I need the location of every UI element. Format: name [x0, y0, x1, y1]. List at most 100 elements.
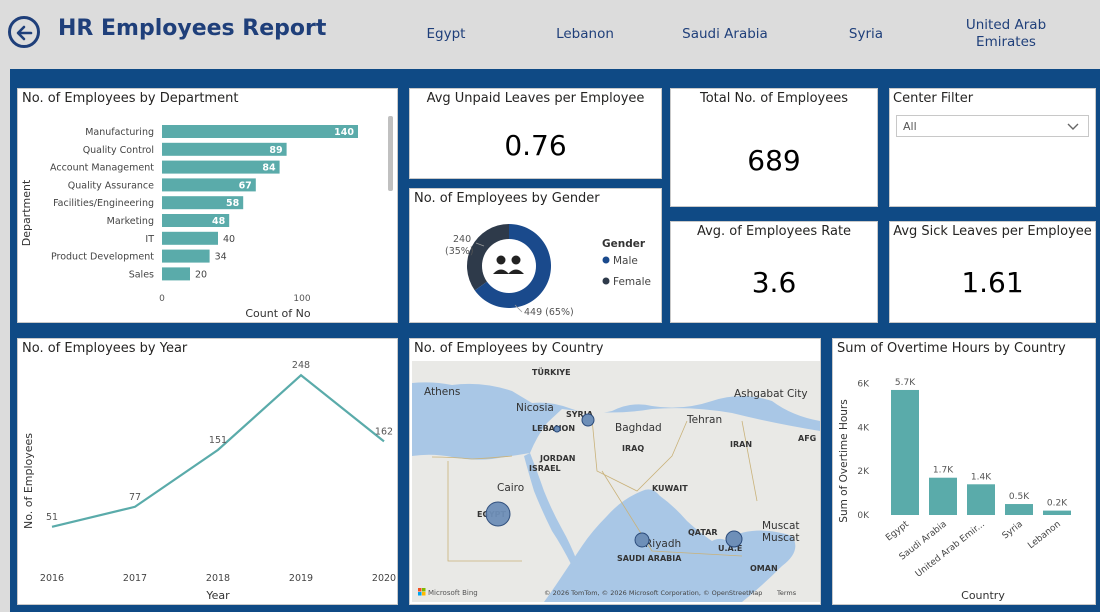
overtime-bar[interactable] — [929, 477, 957, 515]
back-button[interactable] — [8, 16, 40, 48]
dept-bar[interactable] — [162, 142, 287, 156]
syria-bubble[interactable] — [581, 413, 595, 427]
overtime-value-label: 5.7K — [895, 378, 916, 388]
bing-logo: Microsoft Bing — [418, 588, 478, 597]
overtime-category-label: Lebanon — [1026, 519, 1063, 551]
uae-bubble[interactable] — [725, 530, 743, 548]
map-place-label: Athens — [424, 386, 460, 398]
year-series-line[interactable] — [51, 373, 385, 528]
dept-bar[interactable] — [162, 231, 218, 245]
dept-bar[interactable] — [162, 267, 190, 281]
gender-legend-title: Gender — [602, 238, 646, 250]
dept-category-label: Product Development — [51, 252, 154, 263]
map-place-label: KUWAIT — [652, 484, 688, 493]
map-place-label: QATAR — [688, 528, 718, 537]
employees-rate-card: Avg. of Employees Rate 3.6 — [670, 221, 878, 323]
egypt-bubble[interactable] — [485, 501, 511, 527]
year-tick-label: 2020 — [372, 573, 396, 584]
year-value-label: 77 — [129, 492, 141, 503]
legend-label-female[interactable]: Female — [613, 276, 651, 288]
page-title: HR Employees Report — [58, 16, 327, 41]
dept-value-label: 58 — [226, 198, 240, 209]
female-pct-label: (35%) — [445, 246, 474, 257]
year-tick-label: 2019 — [289, 573, 313, 584]
dept-value-label: 67 — [239, 180, 252, 191]
department-axis-label: Department — [20, 179, 33, 246]
overtime-category-label: United Arab Emir... — [914, 519, 987, 579]
dept-bar[interactable] — [162, 249, 210, 263]
year-tick-label: 2016 — [40, 573, 64, 584]
sick-leaves-title: Avg Sick Leaves per Employee — [893, 224, 1092, 239]
year-chart-title: No. of Employees by Year — [18, 339, 397, 359]
nav-uae[interactable]: United Arab Emirates — [965, 17, 1047, 50]
nav-lebanon[interactable]: Lebanon — [556, 26, 614, 42]
overtime-bar-chart: Sum of Overtime Hours Country 0K 2K 4K 6K 5.… — [838, 378, 1071, 602]
map-place-label: IRAN — [730, 440, 752, 449]
department-scrollbar[interactable] — [388, 116, 393, 191]
overtime-value-label: 1.4K — [971, 472, 992, 482]
employees-rate-title: Avg. of Employees Rate — [696, 224, 852, 239]
dept-tick-0: 0 — [159, 294, 165, 304]
dept-tick-100: 100 — [293, 294, 310, 304]
nav-saudi-arabia[interactable]: Saudi Arabia — [682, 26, 768, 42]
legend-label-male[interactable]: Male — [613, 255, 638, 267]
map-terms-link[interactable]: Terms — [776, 589, 797, 597]
overtime-bar[interactable] — [967, 484, 995, 515]
gender-chart-title: No. of Employees by Gender — [410, 189, 661, 209]
dept-category-label: Sales — [129, 269, 154, 280]
overtime-bar[interactable] — [1005, 504, 1033, 515]
center-filter-dropdown[interactable]: All — [896, 115, 1089, 137]
sick-leaves-card: Avg Sick Leaves per Employee 1.61 — [889, 221, 1096, 323]
year-value-label: 248 — [292, 361, 310, 371]
year-tick-label: 2018 — [206, 573, 230, 584]
overtime-category-label: Egypt — [884, 519, 911, 543]
map-place-label: Riyadh — [645, 538, 681, 550]
map-place-label: ISRAEL — [529, 464, 561, 473]
year-tick-label: 2017 — [123, 573, 147, 584]
map-place-label: SYRIA — [566, 410, 594, 419]
map-place-label: Cairo — [497, 482, 524, 494]
year-value-label: 151 — [209, 435, 227, 446]
map-place-label: OMAN — [750, 564, 778, 573]
map-place-label: LEBANON — [532, 424, 575, 433]
legend-dot-male — [602, 256, 610, 264]
map-place-label: Ashgabat City — [734, 388, 808, 400]
country-map[interactable]: TÜRKIYE Athens Nicosia SYRIA LEBANON Baghdad T… — [412, 361, 820, 602]
legend-dot-female — [602, 277, 610, 285]
overtime-bar[interactable] — [1043, 510, 1071, 515]
department-bar-chart: Department Count of No 0 100 Manufacturi… — [20, 116, 393, 320]
sick-leaves-value: 1.61 — [961, 266, 1024, 299]
dept-bar[interactable] — [162, 125, 358, 138]
dept-bar[interactable] — [162, 160, 280, 174]
map-red-sea — [524, 453, 577, 566]
dept-value-label: 84 — [262, 163, 276, 174]
saudi-bubble[interactable] — [634, 532, 650, 548]
department-chart-title: No. of Employees by Department — [18, 89, 397, 109]
dept-category-label: Facilities/Engineering — [53, 198, 154, 209]
dept-bar[interactable] — [162, 196, 244, 210]
total-employees-title: Total No. of Employees — [699, 91, 849, 106]
country-map-card: No. of Employees by Country TÜRKIYE Athen… — [409, 338, 821, 605]
dept-value-label: 140 — [334, 127, 354, 138]
map-place-label: IRAQ — [622, 444, 644, 453]
nav-egypt[interactable]: Egypt — [426, 26, 466, 42]
dept-value-label: 48 — [212, 216, 226, 227]
dept-category-label: Marketing — [107, 216, 154, 227]
overtime-y-tick: 6K — [857, 379, 870, 389]
year-y-axis-label: No. of Employees — [22, 433, 35, 529]
lebanon-bubble[interactable] — [553, 425, 561, 433]
overtime-bar[interactable] — [891, 389, 919, 515]
overtime-value-label: 0.5K — [1009, 492, 1030, 502]
map-land-north — [412, 361, 820, 421]
unpaid-leaves-title: Avg Unpaid Leaves per Employee — [426, 91, 645, 106]
overtime-y-tick: 0K — [857, 511, 870, 521]
map-place-label: AFG — [798, 434, 816, 443]
department-chart-card: No. of Employees by Department Departmen… — [17, 88, 398, 323]
map-place-label: SAUDI ARABIA — [617, 554, 682, 563]
map-place-label: U.A.E — [718, 544, 742, 553]
nav-syria[interactable]: Syria — [848, 26, 884, 42]
overtime-chart-card: Sum of Overtime Hours by Country Sum of … — [832, 338, 1096, 605]
dept-bar[interactable] — [162, 178, 256, 192]
dept-bar[interactable] — [162, 214, 230, 227]
unpaid-leaves-value: 0.76 — [504, 129, 567, 162]
